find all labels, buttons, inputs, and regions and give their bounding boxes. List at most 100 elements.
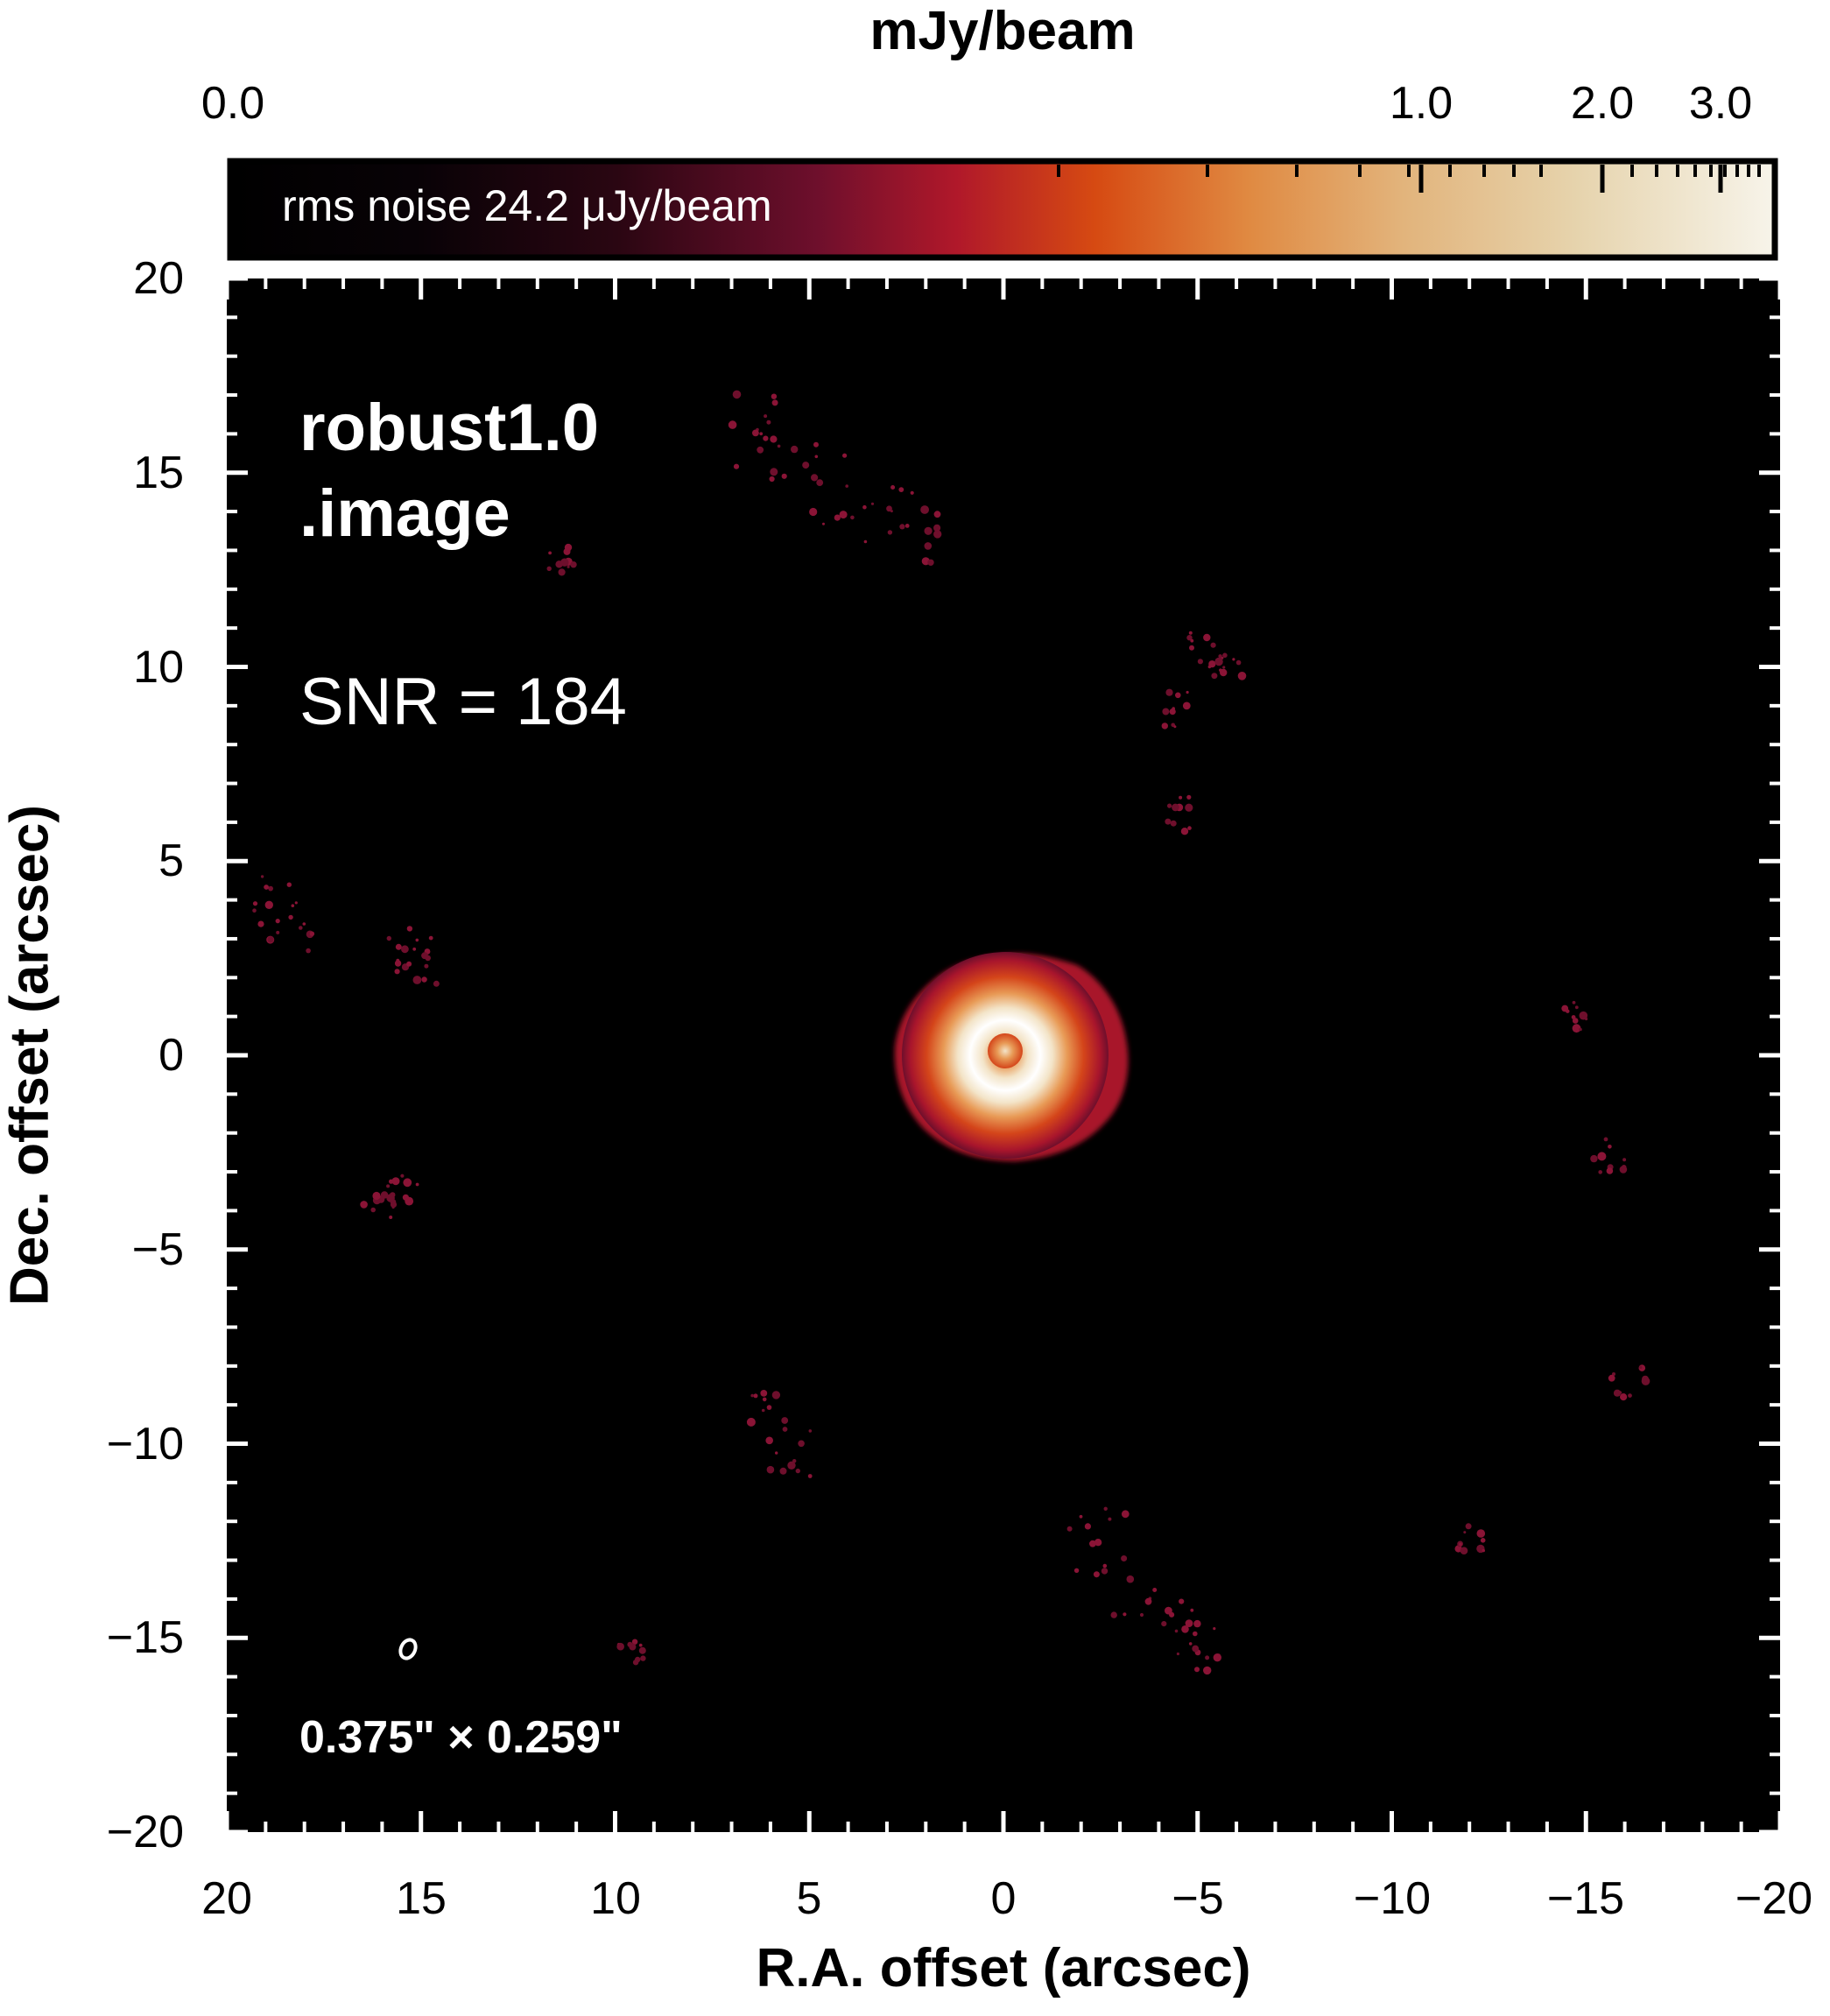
noise-speck xyxy=(380,1191,389,1199)
noise-features xyxy=(252,390,1651,1675)
y-tick-label: 10 xyxy=(133,642,184,693)
y-tick-label: 0 xyxy=(158,1030,184,1081)
noise-speck xyxy=(1185,803,1193,812)
noise-speck xyxy=(1465,1523,1472,1530)
noise-speck xyxy=(1454,1545,1462,1553)
noise-speck xyxy=(412,976,422,984)
noise-speck xyxy=(771,399,778,406)
noise-speck xyxy=(1476,1529,1486,1538)
noise-speck xyxy=(899,524,905,530)
noise-speck xyxy=(415,938,419,942)
colorbar-tick-label: 3.0 xyxy=(1688,78,1753,129)
x-tick-label: 15 xyxy=(396,1873,447,1924)
noise-speck xyxy=(1103,1506,1108,1512)
noise-speck xyxy=(1641,1377,1651,1385)
noise-speck xyxy=(771,1391,781,1399)
noise-speck xyxy=(1480,1538,1486,1543)
noise-speck xyxy=(1187,826,1192,830)
colorbar-tick-label: 2.0 xyxy=(1570,78,1635,129)
noise-speck xyxy=(1126,1575,1135,1583)
noise-speck xyxy=(1232,658,1235,661)
noise-speck xyxy=(1121,1555,1128,1561)
noise-speck xyxy=(1181,1625,1189,1633)
colorbar-tick-label: 0.0 xyxy=(201,78,265,129)
noise-speck xyxy=(294,901,298,905)
noise-speck xyxy=(1121,1510,1130,1519)
noise-speck xyxy=(760,1390,768,1397)
noise-speck xyxy=(757,446,764,454)
noise-speck xyxy=(406,926,413,932)
noise-speck xyxy=(1190,1608,1194,1612)
noise-speck xyxy=(1208,660,1216,668)
noise-speck xyxy=(396,958,400,962)
noise-speck xyxy=(1197,659,1203,665)
y-tick-label: −15 xyxy=(106,1612,184,1663)
noise-speck xyxy=(1179,795,1183,800)
noise-speck xyxy=(1218,654,1222,659)
noise-speck xyxy=(898,487,904,492)
noise-speck xyxy=(627,1641,633,1647)
noise-speck xyxy=(267,936,274,943)
noise-speck xyxy=(433,980,440,987)
noise-speck xyxy=(1459,1542,1462,1547)
noise-speck xyxy=(264,900,273,910)
colorbar-note: rms noise 24.2 μJy/beam xyxy=(282,181,772,230)
noise-speck xyxy=(415,1182,419,1187)
noise-speck xyxy=(1165,818,1172,825)
noise-speck xyxy=(1144,1597,1152,1605)
noise-speck xyxy=(1161,1621,1167,1627)
noise-speck xyxy=(809,507,818,517)
noise-speck xyxy=(933,530,942,539)
noise-speck xyxy=(808,1429,813,1433)
noise-speck xyxy=(766,419,771,425)
noise-speck xyxy=(1170,820,1177,827)
noise-speck xyxy=(252,908,257,913)
noise-speck xyxy=(1213,1653,1222,1662)
noise-speck xyxy=(770,435,778,443)
noise-speck xyxy=(1089,1540,1096,1547)
noise-speck xyxy=(1210,642,1216,648)
noise-speck xyxy=(924,542,933,550)
noise-speck xyxy=(763,435,769,441)
axis-ticks xyxy=(224,276,1783,1835)
noise-speck xyxy=(1169,708,1176,715)
noise-speck xyxy=(1579,1011,1588,1020)
noise-speck xyxy=(268,885,273,892)
noise-speck xyxy=(1073,1568,1080,1574)
noise-speck xyxy=(1572,1000,1576,1004)
noise-speck xyxy=(777,444,781,448)
noise-speck xyxy=(753,1393,758,1399)
noise-speck xyxy=(1186,690,1189,694)
noise-speck xyxy=(286,882,292,887)
noise-speck xyxy=(1628,1393,1632,1398)
noise-speck xyxy=(822,522,825,525)
noise-speck xyxy=(291,904,295,907)
noise-speck xyxy=(1608,1374,1615,1382)
noise-speck xyxy=(1203,633,1211,642)
noise-speck xyxy=(887,530,893,535)
noise-speck xyxy=(412,947,417,951)
noise-speck xyxy=(1189,645,1194,651)
noise-speck xyxy=(1152,1588,1158,1592)
noise-speck xyxy=(394,969,400,975)
colorbar-ticks xyxy=(1057,165,1761,193)
snr-label: SNR = 184 xyxy=(299,665,627,739)
image-label-line2: .image xyxy=(299,476,510,551)
noise-speck xyxy=(802,462,810,469)
y-tick-label: 20 xyxy=(133,253,184,304)
noise-speck xyxy=(276,930,280,934)
noise-speck xyxy=(863,539,868,544)
beam-size-label: 0.375" × 0.259" xyxy=(299,1712,623,1763)
noise-speck xyxy=(1139,1612,1144,1618)
noise-speck xyxy=(1460,1547,1468,1554)
noise-speck xyxy=(567,565,570,568)
noise-speck xyxy=(386,935,391,941)
noise-speck xyxy=(1162,708,1170,715)
colorbar-tick-label: 1.0 xyxy=(1389,78,1453,129)
noise-speck xyxy=(750,1393,754,1398)
noise-speck xyxy=(275,919,280,924)
noise-speck xyxy=(1574,1005,1579,1010)
noise-speck xyxy=(886,505,892,512)
x-tick-label: −10 xyxy=(1353,1873,1432,1924)
